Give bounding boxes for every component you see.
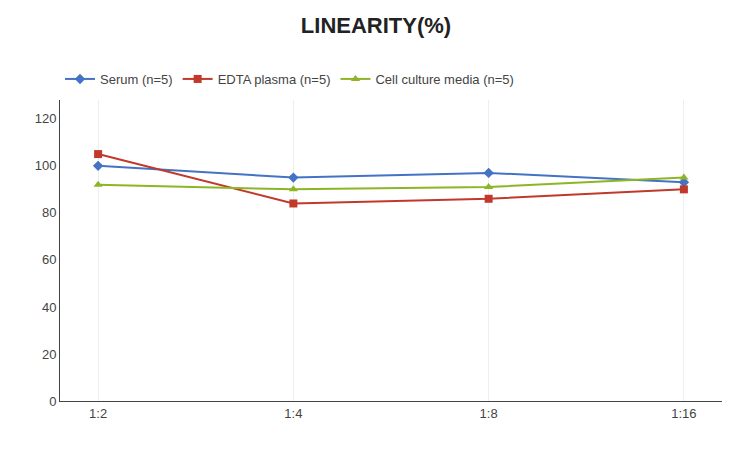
svg-text:80: 80 [42, 205, 56, 220]
svg-text:1:16: 1:16 [671, 406, 696, 421]
svg-text:1:8: 1:8 [480, 406, 498, 421]
svg-text:1:2: 1:2 [89, 406, 107, 421]
svg-text:LINEARITY(%): LINEARITY(%) [301, 13, 451, 38]
svg-text:60: 60 [42, 252, 56, 267]
svg-text:Serum (n=5): Serum (n=5) [100, 72, 173, 87]
svg-text:Cell culture media (n=5): Cell culture media (n=5) [375, 72, 513, 87]
svg-text:40: 40 [42, 299, 56, 314]
svg-text:1:4: 1:4 [284, 406, 302, 421]
svg-text:100: 100 [35, 158, 57, 173]
svg-text:20: 20 [42, 347, 56, 362]
svg-text:120: 120 [35, 111, 57, 126]
svg-text:0: 0 [49, 394, 56, 409]
svg-text:EDTA plasma (n=5): EDTA plasma (n=5) [218, 72, 331, 87]
